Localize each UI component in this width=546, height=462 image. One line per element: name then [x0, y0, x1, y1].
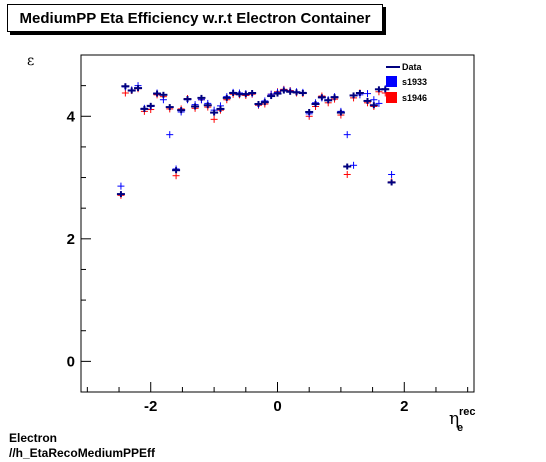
- data-point: [375, 99, 383, 107]
- data-point: [343, 163, 352, 170]
- legend-entry-s1946: s1946: [402, 93, 427, 103]
- data-point: [336, 109, 345, 116]
- data-point: [127, 87, 136, 94]
- data-point: [241, 91, 250, 98]
- x-tick-label: 2: [400, 398, 408, 415]
- data-point: [330, 94, 339, 101]
- data-point: [172, 172, 180, 180]
- series-layer: [116, 82, 396, 199]
- data-point: [222, 94, 231, 101]
- data-point: [229, 89, 238, 96]
- data-point: [134, 85, 143, 92]
- data-point: [317, 94, 326, 101]
- x-axis-label-main: η: [449, 409, 459, 429]
- legend-s1946-marker: [386, 92, 397, 103]
- data-point: [116, 191, 125, 198]
- footer-particle-label: Electron: [9, 431, 58, 445]
- x-axis-label-sup: rec: [459, 406, 476, 418]
- data-point: [248, 89, 257, 96]
- legend: Data s1933 s1946: [386, 62, 427, 103]
- data-point: [177, 107, 186, 114]
- data-point: [387, 179, 396, 186]
- data-point: [210, 115, 218, 123]
- legend-entry-s1933: s1933: [402, 77, 427, 87]
- data-point: [273, 90, 282, 97]
- x-tick-label: 0: [273, 398, 281, 415]
- y-tick-label: 4: [67, 108, 76, 125]
- data-point: [298, 89, 307, 96]
- y-axis-label: ε: [27, 53, 34, 69]
- data-point: [146, 102, 155, 109]
- data-point: [350, 161, 358, 169]
- data-point: [370, 96, 378, 104]
- data-point: [364, 90, 372, 98]
- data-point: [210, 109, 219, 116]
- data-point: [216, 105, 225, 112]
- data-point: [343, 131, 351, 139]
- data-point: [254, 101, 263, 108]
- data-point: [166, 131, 174, 139]
- series-s1946: [117, 85, 396, 199]
- x-tick-label: -2: [144, 398, 157, 415]
- data-point: [305, 108, 314, 115]
- data-point: [172, 167, 181, 174]
- data-point: [260, 99, 269, 106]
- data-point: [197, 94, 206, 101]
- data-point: [343, 170, 351, 178]
- data-point: [203, 102, 212, 109]
- data-point: [388, 170, 396, 178]
- data-point: [117, 182, 125, 190]
- data-point: [363, 97, 372, 104]
- y-tick-label: 0: [67, 353, 75, 370]
- data-point: [165, 104, 174, 111]
- data-point: [349, 92, 358, 99]
- plot-frame: [80, 54, 475, 393]
- data-point: [279, 87, 288, 94]
- data-point: [121, 83, 130, 90]
- series-data: [116, 83, 396, 198]
- legend-entry-data: Data: [402, 62, 423, 72]
- footer-histogram-path: //h_EtaRecoMediumPPEff: [9, 446, 156, 460]
- data-point: [121, 89, 129, 97]
- data-point: [355, 89, 364, 96]
- data-point: [140, 105, 149, 112]
- data-point: [159, 91, 168, 98]
- data-point: [153, 90, 162, 97]
- y-tick-label: 2: [67, 231, 75, 248]
- data-point: [381, 86, 390, 93]
- data-point: [191, 103, 200, 110]
- data-point: [183, 96, 192, 103]
- data-point: [369, 102, 378, 109]
- data-point: [311, 101, 320, 108]
- legend-s1933-marker: [386, 76, 397, 87]
- x-axis-label-sub: e: [457, 422, 463, 434]
- axes: -2 0 2 0 2 4: [67, 54, 469, 415]
- data-point: [324, 97, 333, 104]
- x-axis-label: η e rec: [449, 406, 476, 434]
- data-point: [267, 93, 276, 100]
- chart-title: MediumPP Eta Efficiency w.r.t Electron C…: [7, 4, 383, 32]
